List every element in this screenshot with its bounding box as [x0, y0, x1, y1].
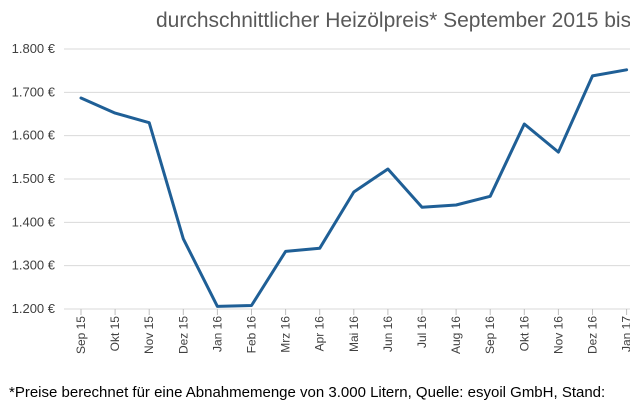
y-tick-label: 1.600 €	[12, 128, 56, 143]
x-tick-label: Aug 16	[449, 316, 463, 354]
x-tick-label: Mrz 16	[279, 316, 293, 353]
x-tick-label: Dez 16	[586, 316, 600, 354]
y-tick-label: 1.800 €	[12, 41, 56, 56]
series-layer	[79, 68, 629, 308]
x-tick-label: Dez 15	[176, 316, 190, 354]
x-tick-label: Jan 16	[210, 316, 224, 352]
x-tick-label: Apr 16	[313, 316, 327, 352]
x-tick-label: Nov 15	[142, 316, 156, 354]
x-tick-label: Mai 16	[347, 316, 361, 352]
y-tick-label: 1.500 €	[12, 171, 56, 186]
x-tick-label: Okt 15	[108, 316, 122, 352]
x-tick-label: Sep 16	[483, 316, 497, 354]
grid-lines	[64, 48, 630, 310]
x-tick-label: Sep 15	[74, 316, 88, 354]
y-tick-label: 1.300 €	[12, 258, 56, 273]
x-tick-label: Okt 16	[517, 316, 531, 352]
chart-footnote: *Preise berechnet für eine Abnahmemenge …	[9, 384, 606, 401]
x-tick-label: Jan 17	[620, 316, 630, 352]
y-axis-ticks: 1.200 € 1.300 € 1.400 € 1.500 € 1.600 € 1.700…	[12, 41, 56, 316]
y-tick-label: 1.700 €	[12, 84, 56, 99]
x-tick-label: Nov 16	[551, 316, 565, 354]
x-axis-ticks: Sep 15 Okt 15 Nov 15 Dez 15 Jan 16 Feb 16 Mrz …	[74, 309, 630, 354]
y-tick-label: 1.200 €	[12, 301, 56, 316]
chart-title: durchschnittlicher Heizölpreis* Septembe…	[156, 9, 630, 32]
x-tick-label: Jun 16	[381, 316, 395, 352]
y-tick-label: 1.400 €	[12, 214, 56, 229]
x-tick-label: Feb 16	[245, 316, 259, 354]
series-line	[79, 68, 629, 308]
x-tick-label: Jul 16	[415, 316, 429, 348]
